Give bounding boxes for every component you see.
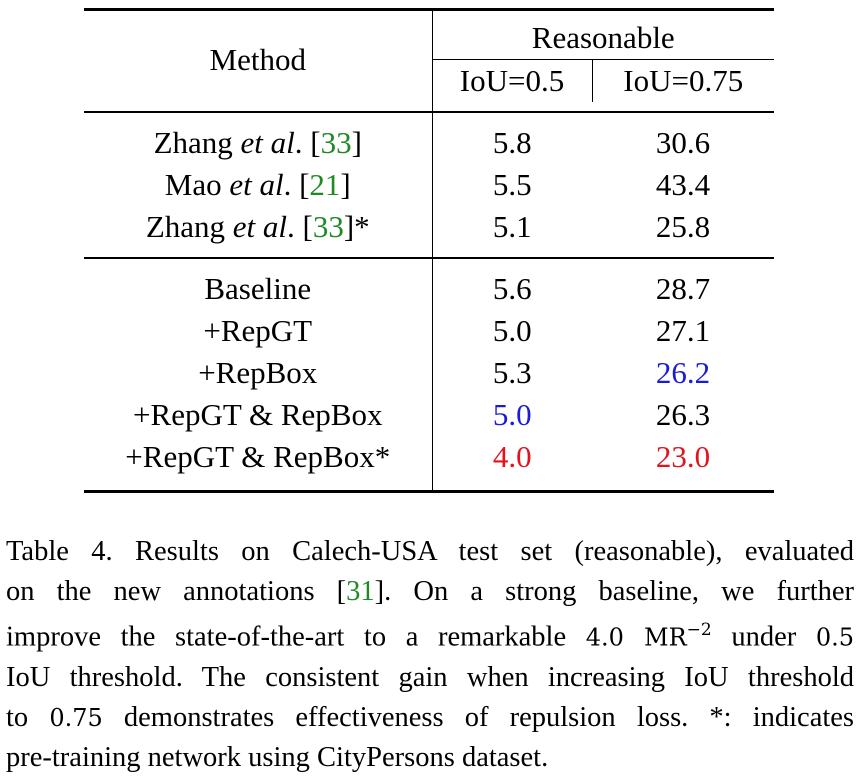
method-cell: +RepGT & RepBox — [133, 397, 383, 432]
value-cell: 5.8 — [431, 122, 592, 164]
table-row: Mao et al. [21] 5.5 43.4 — [84, 164, 774, 206]
value-cell: 26.3 — [655, 397, 711, 432]
method-cell: Baseline — [204, 271, 312, 306]
results-table: Method Reasonable IoU=0.5 IoU=0.75 Zhang… — [84, 8, 774, 493]
header-method: Method — [209, 41, 306, 77]
method-cell: Zhang et al. [33]* — [145, 209, 370, 244]
table-row: +RepGT & RepBox* 4.0 23.0 — [84, 436, 774, 478]
table-caption: Table 4. Results on Calech-USA test set … — [6, 532, 854, 778]
value-cell: 30.6 — [655, 125, 711, 160]
citation-link[interactable]: 31 — [346, 575, 375, 607]
citation-link[interactable]: 33 — [312, 209, 344, 244]
caption-line: pre-training network using CityPersons d… — [6, 742, 549, 773]
header-iou-075: IoU=0.75 — [591, 59, 774, 102]
value-cell: 5.0 — [431, 310, 592, 352]
value-cell-second-best: 5.0 — [431, 394, 592, 436]
value-cell-second-best: 26.2 — [655, 355, 711, 390]
table-row: Zhang et al. [33] 5.8 30.6 — [84, 122, 774, 164]
header-iou-05: IoU=0.5 — [431, 59, 592, 102]
method-cell: Mao et al. [21] — [164, 167, 351, 202]
method-cell: +RepGT — [203, 313, 313, 348]
value-cell: 28.7 — [655, 271, 711, 306]
table-row: +RepGT & RepBox 5.0 26.3 — [84, 394, 774, 436]
table-row: +RepGT 5.0 27.1 — [84, 310, 774, 352]
value-cell: 5.6 — [431, 268, 592, 310]
value-cell-best: 4.0 — [431, 436, 592, 478]
value-cell: 25.8 — [655, 209, 711, 244]
table-row: Zhang et al. [33]* 5.1 25.8 — [84, 206, 774, 248]
method-cell: +RepGT & RepBox* — [125, 439, 391, 474]
caption-line: to 0.75 demonstrates effectiveness of re… — [6, 701, 855, 733]
caption-line: on the new annotations [31]. On a strong… — [6, 575, 855, 607]
caption-line: improve the state-of-the-art to a remark… — [6, 620, 854, 653]
value-cell: 5.3 — [431, 352, 592, 394]
table-row: Baseline 5.6 28.7 — [84, 268, 774, 310]
value-cell-best: 23.0 — [655, 439, 711, 474]
method-cell: +RepBox — [198, 355, 318, 390]
caption-line: Table 4. Results on Calech-USA test set … — [6, 536, 854, 567]
caption-line: IoU threshold. The consistent gain when … — [6, 662, 854, 693]
method-cell: Zhang et al. [33] — [153, 125, 362, 160]
table-row: +RepBox 5.3 26.2 — [84, 352, 774, 394]
citation-link[interactable]: 33 — [320, 125, 352, 160]
citation-link[interactable]: 21 — [309, 167, 341, 202]
header-reasonable: Reasonable — [431, 17, 774, 60]
value-cell: 27.1 — [655, 313, 711, 348]
value-cell: 5.1 — [431, 206, 592, 248]
value-cell: 43.4 — [655, 167, 711, 202]
value-cell: 5.5 — [431, 164, 592, 206]
